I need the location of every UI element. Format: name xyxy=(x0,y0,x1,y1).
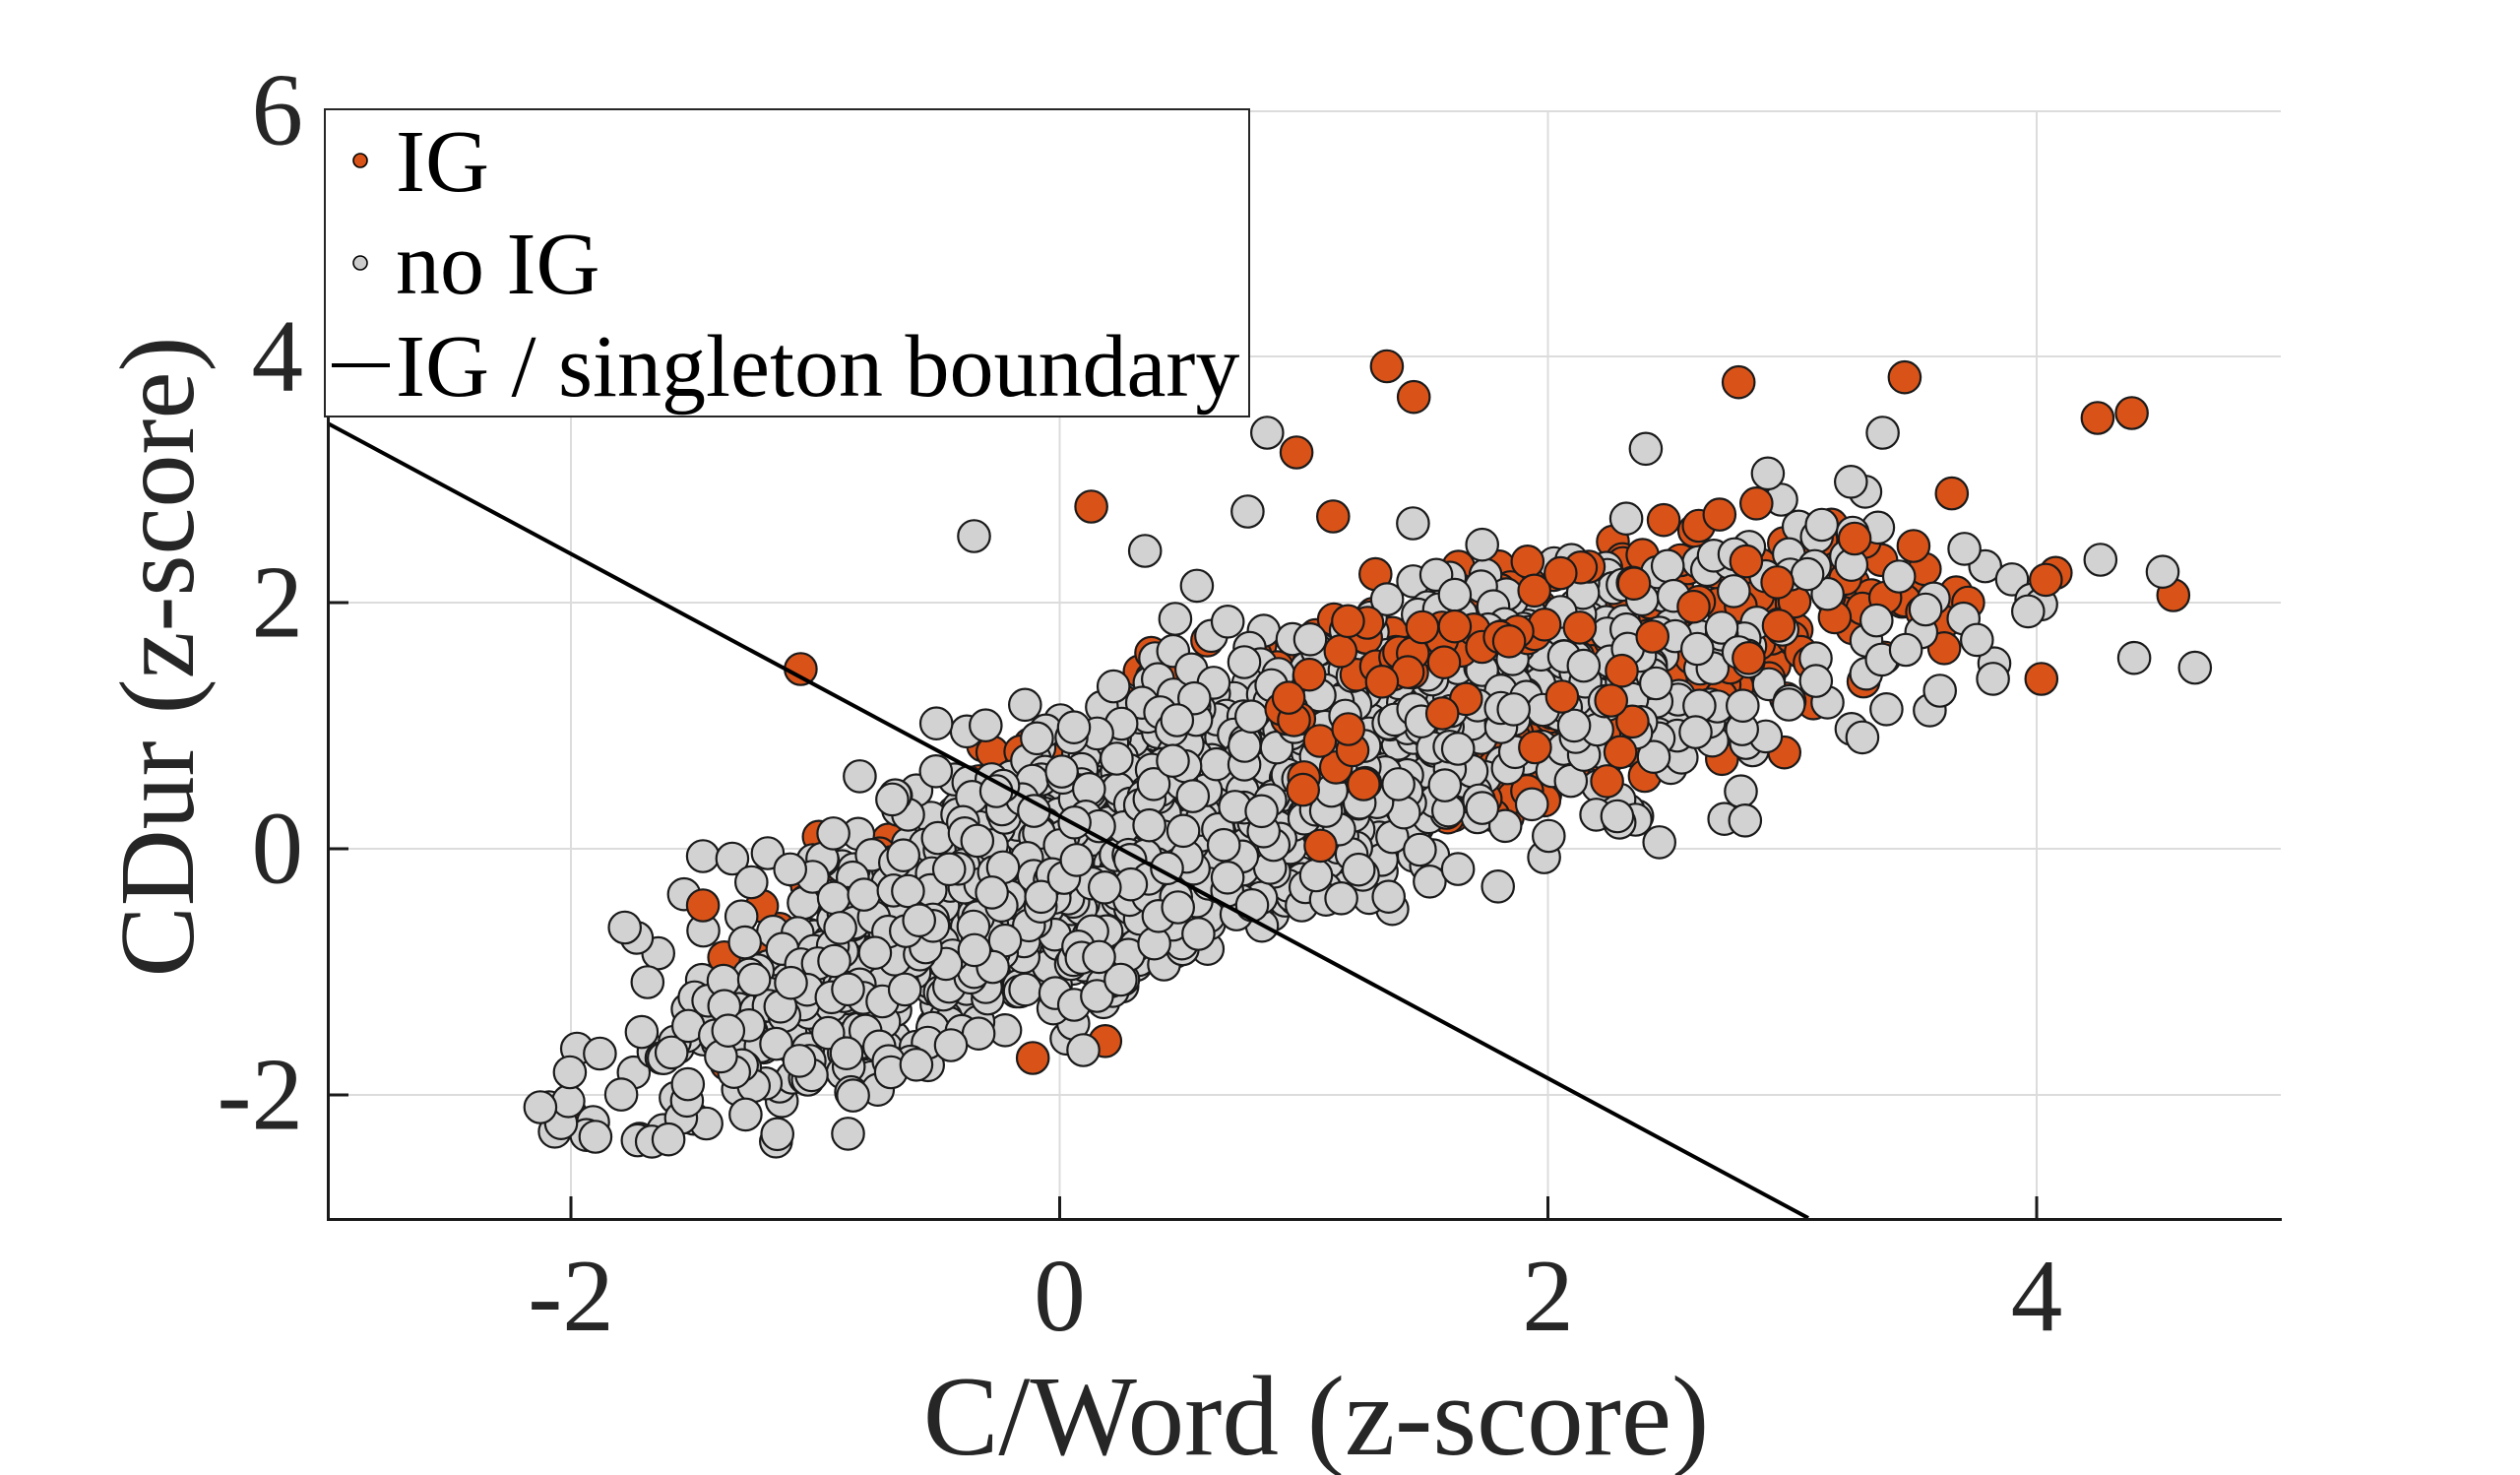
svg-text:4: 4 xyxy=(2011,1238,2063,1353)
svg-text:IG / singleton boundary: IG / singleton boundary xyxy=(396,318,1239,416)
svg-text:C/Word (z-score): C/Word (z-score) xyxy=(923,1354,1710,1475)
svg-text:no IG: no IG xyxy=(396,216,599,313)
svg-text:4: 4 xyxy=(252,298,304,414)
svg-text:2: 2 xyxy=(1522,1238,1574,1353)
svg-text:IG: IG xyxy=(396,113,489,211)
svg-text:-2: -2 xyxy=(528,1238,613,1353)
svg-text:2: 2 xyxy=(252,545,304,660)
svg-text:0: 0 xyxy=(1034,1238,1086,1353)
svg-text:-2: -2 xyxy=(218,1037,303,1152)
svg-text:CDur (z-score): CDur (z-score) xyxy=(99,337,217,978)
svg-text:6: 6 xyxy=(252,52,304,167)
svg-text:0: 0 xyxy=(252,791,304,906)
